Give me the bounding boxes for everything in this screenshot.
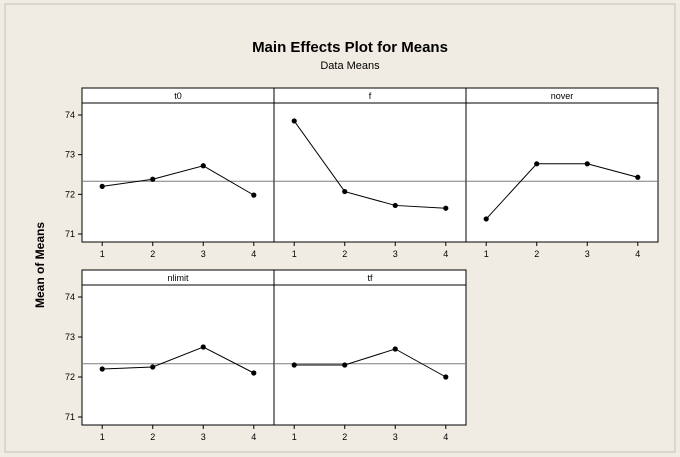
y-tick-label: 74 — [65, 110, 75, 120]
panel-frame — [273, 269, 467, 426]
series-line-nover — [485, 163, 638, 220]
panel-frame — [465, 87, 659, 243]
data-point — [392, 346, 398, 352]
x-tick-label: 4 — [443, 249, 448, 259]
x-tick-label: 1 — [292, 432, 297, 442]
data-point — [291, 362, 297, 368]
x-tick-label: 3 — [393, 249, 398, 259]
data-point — [150, 364, 156, 370]
panel-nover: nover 1 2 3 4 — [465, 87, 659, 259]
y-tick-label: 71 — [65, 229, 75, 239]
data-point — [584, 161, 590, 167]
x-tick-label: 4 — [443, 432, 448, 442]
x-tick-label: 1 — [100, 432, 105, 442]
panel-f: f 1 2 3 4 — [273, 87, 467, 259]
figure-frame — [4, 3, 676, 453]
panel-label: t0 — [174, 91, 182, 101]
data-point — [342, 362, 348, 368]
x-tick-label: 3 — [201, 432, 206, 442]
x-tick-label: 2 — [534, 249, 539, 259]
panel-grid: t0 1 2 3 4 71 72 73 74 f 1 2 3 4 nover 1 2 3 4 nlimit 1 2 3 4 71… — [65, 87, 659, 442]
x-tick-label: 4 — [251, 432, 256, 442]
x-tick-label: 2 — [150, 432, 155, 442]
data-point — [251, 370, 257, 376]
x-tick-label: 3 — [585, 249, 590, 259]
y-tick-label: 71 — [65, 412, 75, 422]
data-point — [443, 205, 449, 211]
data-point — [392, 202, 398, 209]
y-axis-label: Mean of Means — [33, 222, 47, 308]
y-tick-label: 72 — [65, 189, 75, 199]
x-tick-label: 1 — [292, 249, 297, 259]
data-point — [99, 183, 105, 189]
panel-frame — [81, 87, 275, 243]
data-point — [635, 174, 641, 180]
panel-t0: t0 1 2 3 4 71 72 73 74 — [65, 87, 275, 259]
series-line-t0 — [102, 165, 255, 196]
x-tick-label: 3 — [201, 249, 206, 259]
data-point — [342, 188, 348, 195]
panel-label: nlimit — [167, 273, 189, 283]
data-point — [150, 176, 156, 182]
x-tick-label: 2 — [342, 432, 347, 442]
x-tick-label: 3 — [393, 432, 398, 442]
data-point — [291, 118, 297, 124]
x-tick-label: 1 — [484, 249, 489, 259]
series-line-tf — [294, 348, 447, 378]
series-line-f — [293, 120, 446, 209]
y-tick-label: 72 — [65, 372, 75, 382]
x-tick-label: 2 — [342, 249, 347, 259]
panel-label: f — [369, 91, 372, 101]
panel-label: tf — [367, 273, 373, 283]
chart-subtitle: Data Means — [320, 60, 380, 72]
panel-tf: tf 1 2 3 4 — [273, 269, 467, 442]
x-tick-label: 1 — [100, 249, 105, 259]
panel-frame — [273, 87, 467, 243]
x-tick-label: 4 — [251, 249, 256, 259]
series-line-nlimit — [102, 346, 255, 374]
data-point — [443, 374, 449, 380]
chart-title: Main Effects Plot for Means — [252, 39, 448, 56]
panel-label: nover — [551, 91, 574, 101]
data-point — [99, 366, 105, 372]
data-point — [200, 163, 206, 169]
y-tick-label: 73 — [65, 332, 75, 342]
panel-frame — [81, 269, 275, 426]
x-tick-label: 2 — [150, 249, 155, 259]
y-tick-label: 73 — [65, 150, 75, 160]
data-point — [251, 192, 257, 198]
data-point — [200, 344, 206, 350]
y-tick-label: 74 — [65, 292, 75, 302]
data-point — [483, 216, 489, 222]
panel-nlimit: nlimit 1 2 3 4 71 72 73 74 — [65, 269, 275, 442]
x-tick-label: 4 — [635, 249, 640, 259]
data-point — [534, 161, 540, 167]
